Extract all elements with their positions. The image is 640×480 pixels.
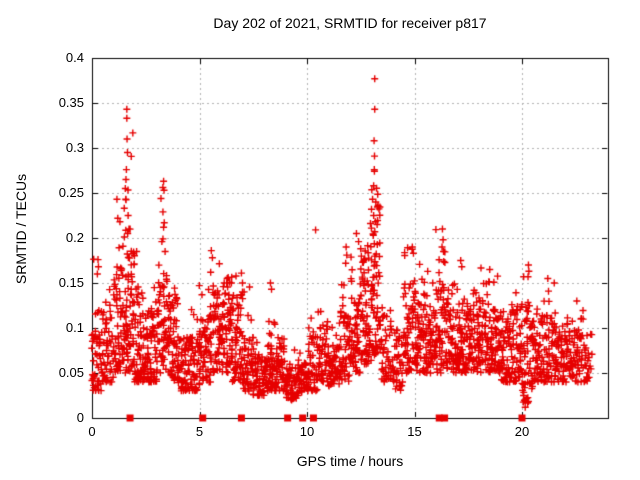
x-tick-label: 15 [407,424,422,439]
y-tick-label: 0.15 [58,275,84,290]
x-axis-label: GPS time / hours [296,453,404,469]
y-tick-label: 0.3 [65,140,84,155]
x-tick-label: 20 [514,424,530,439]
x-tick-label: 5 [195,424,204,439]
y-tick-label: 0.35 [58,95,84,110]
x-tick-label: 10 [299,424,315,439]
y-tick-label: 0 [76,410,84,425]
chart-title: Day 202 of 2021, SRMTID for receiver p81… [213,15,487,31]
y-tick-label: 0.2 [65,230,84,245]
y-tick-label: 0.4 [65,50,84,65]
y-tick-label: 0.25 [58,185,84,200]
y-tick-label: 0.1 [65,320,84,335]
y-tick-label: 0.05 [58,365,84,380]
x-tick-label: 0 [88,424,96,439]
